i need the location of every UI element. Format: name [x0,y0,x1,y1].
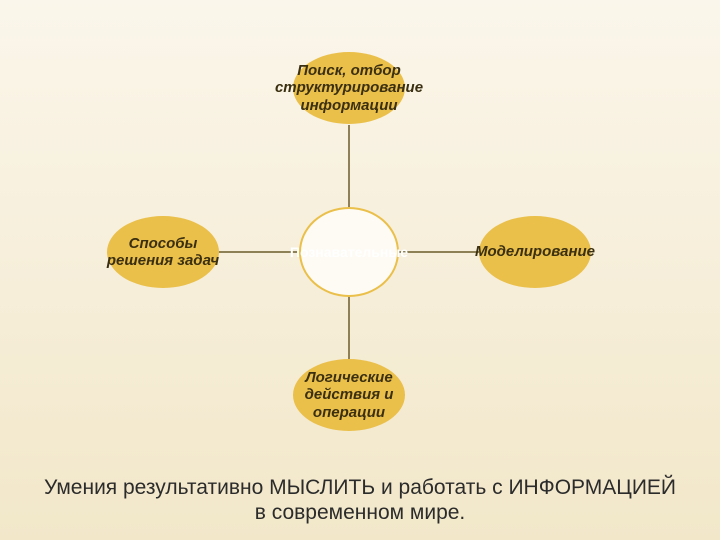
caption-text: Умения результативно МЫСЛИТЬ и работать … [44,476,676,524]
node-left-label: Способы решения задач [103,192,223,312]
center-node: Познавательные [299,207,399,297]
center-node-label: Познавательные [290,244,408,260]
node-top-label: Поиск, отбор структурирование информации [289,28,409,148]
node-right-label: Моделирование [475,192,595,312]
node-bottom-label: Логические действия и операции [289,335,409,455]
caption: Умения результативно МЫСЛИТЬ и работать … [40,475,680,525]
slide: Познавательные Поиск, отбор структуриров… [0,0,720,540]
